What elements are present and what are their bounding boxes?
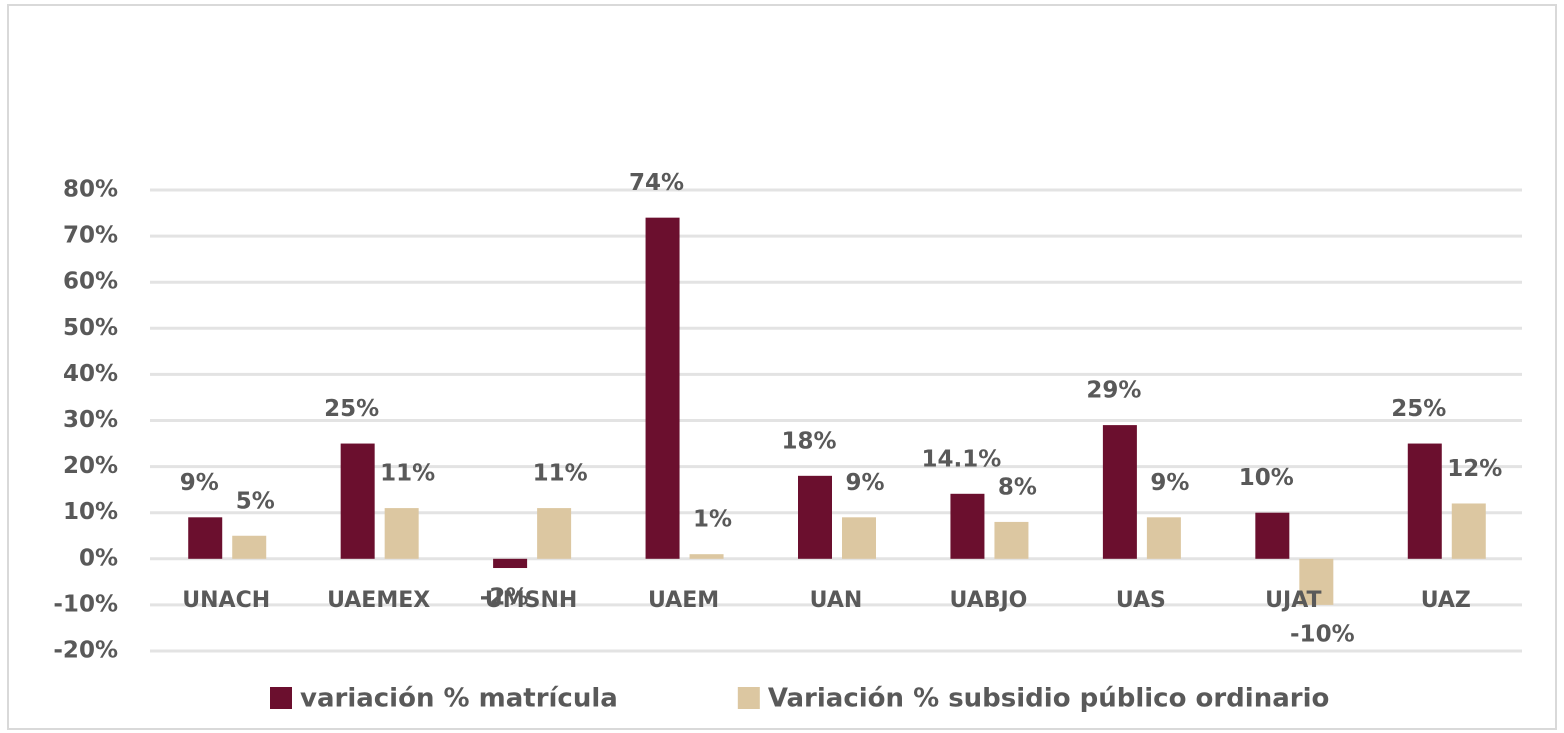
bar (1407, 443, 1442, 559)
bar (950, 493, 985, 559)
x-tick-label: UJAT (1265, 588, 1321, 613)
bar (340, 443, 375, 559)
y-tick-label: 80% (63, 177, 118, 203)
data-label: 11% (533, 461, 588, 487)
x-tick-label: UAEMEX (327, 588, 430, 613)
x-tick-label: UAN (810, 588, 863, 613)
legend-swatch (737, 687, 760, 709)
legend-label: variación % matrícula (300, 684, 618, 714)
data-label: 9% (845, 470, 884, 496)
data-label: 9% (1150, 470, 1189, 496)
y-tick-label: 50% (63, 315, 118, 341)
y-tick-label: 20% (63, 453, 118, 479)
y-tick-label: 10% (63, 499, 118, 525)
data-label: 11% (380, 461, 435, 487)
y-tick-label: -20% (53, 638, 118, 664)
y-tick-label: 30% (63, 407, 118, 433)
bar (232, 535, 267, 559)
bar (493, 558, 528, 569)
bar (1255, 512, 1290, 559)
data-label: 8% (998, 474, 1037, 500)
data-label: 25% (324, 396, 379, 422)
bar (645, 217, 680, 559)
y-tick-label: 60% (63, 269, 118, 295)
chart-frame (7, 4, 1557, 730)
x-tick-label: UAEM (648, 588, 719, 613)
legend-label: Variación % subsidio público ordinario (768, 684, 1330, 714)
y-tick-label: -10% (53, 591, 118, 617)
data-label: 9% (180, 470, 219, 496)
bar (842, 517, 876, 559)
x-tick-label: UAS (1116, 588, 1166, 613)
data-label: 29% (1086, 378, 1141, 404)
y-tick-label: 40% (63, 361, 118, 387)
bar (1299, 558, 1334, 605)
x-tick-label: UABJO (950, 588, 1028, 613)
data-label: 74% (629, 170, 684, 196)
bar (994, 521, 1029, 559)
data-label: 1% (693, 507, 732, 533)
data-label: 5% (236, 488, 275, 514)
bar (188, 517, 223, 559)
bar (537, 508, 572, 559)
bar (1102, 425, 1137, 559)
data-label: 25% (1391, 396, 1446, 422)
bar (1451, 503, 1486, 559)
x-tick-label: UAZ (1421, 588, 1471, 613)
bar (798, 475, 832, 559)
data-label: 10% (1239, 465, 1294, 491)
data-label: -2% (480, 585, 529, 611)
data-label: 18% (781, 428, 836, 454)
legend-swatch (270, 687, 292, 709)
y-tick-label: 0% (79, 545, 118, 571)
bar (689, 554, 724, 559)
data-label: -10% (1290, 621, 1355, 647)
bar (1146, 517, 1181, 559)
x-tick-label: UNACH (182, 588, 270, 613)
data-label: 12% (1447, 456, 1502, 482)
data-label: 14.1% (922, 446, 1002, 472)
x-tick-label: UMSNH (485, 588, 577, 613)
bar (384, 508, 419, 559)
y-tick-label: 70% (63, 223, 118, 249)
